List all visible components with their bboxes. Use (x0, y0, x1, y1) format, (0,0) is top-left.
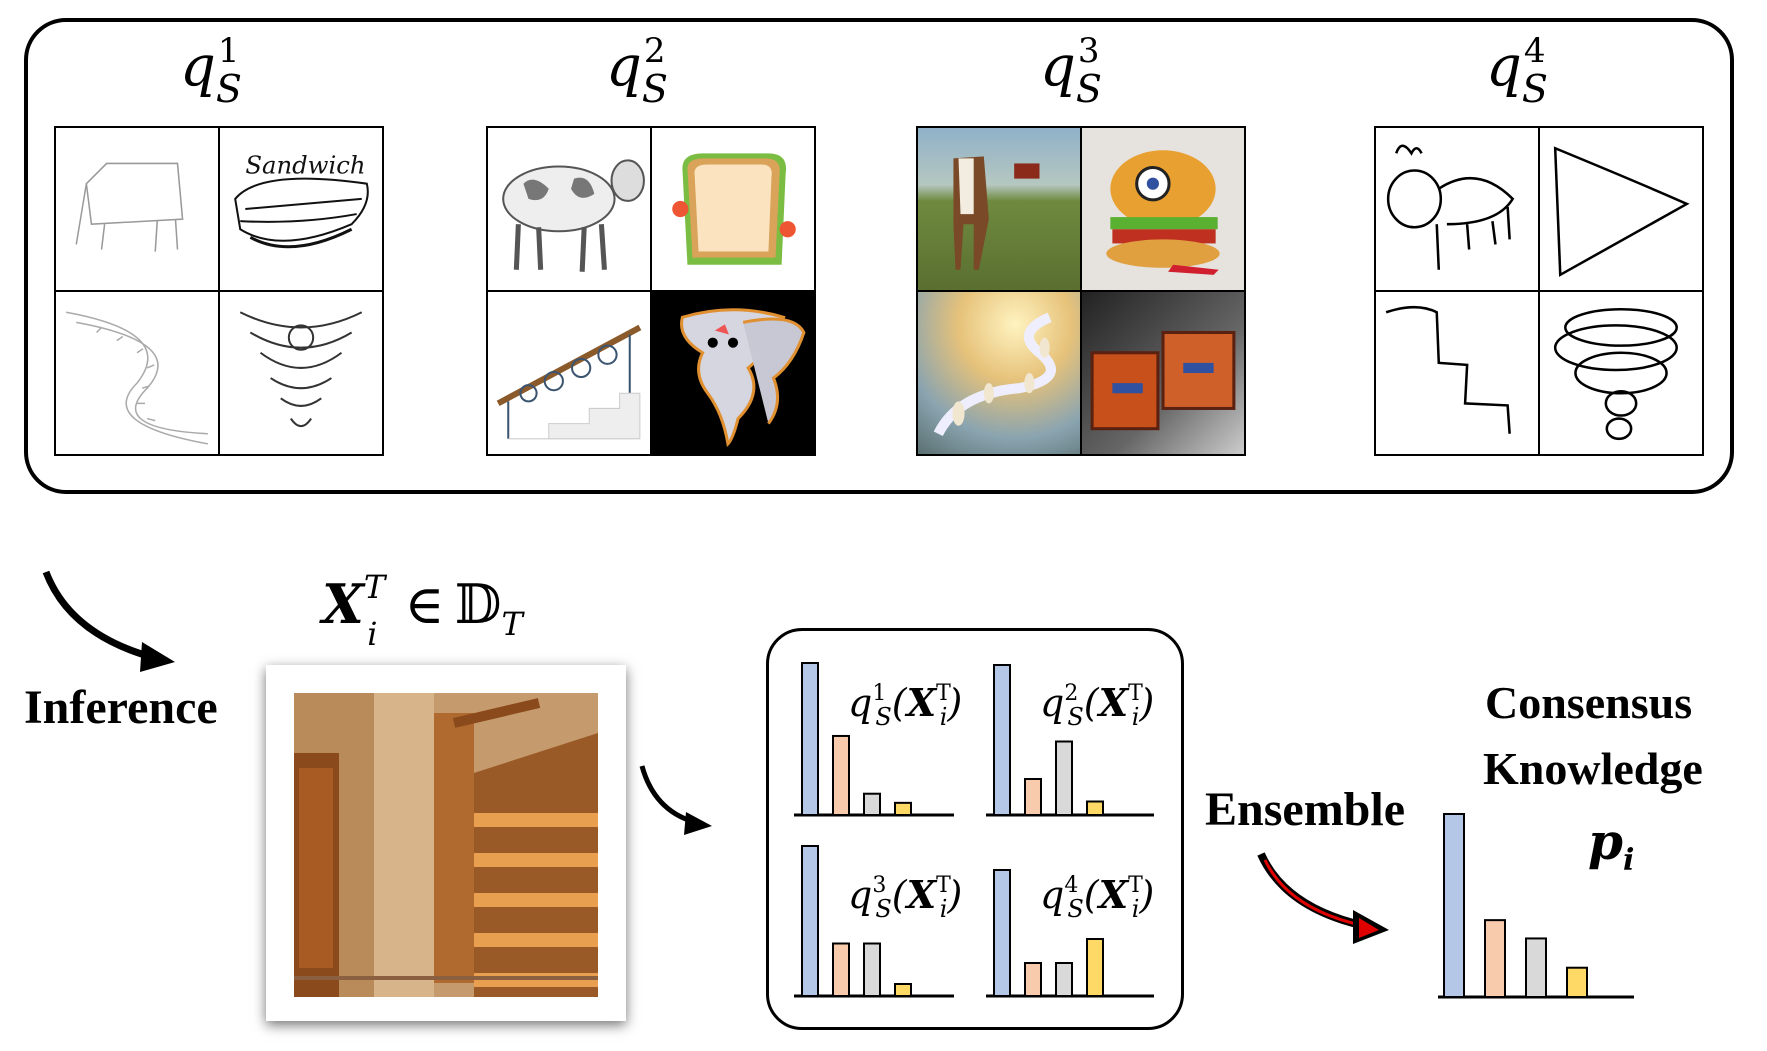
chart-1-bar-4 (894, 801, 912, 817)
chart-4-bar-1 (993, 869, 1011, 997)
chart-1-bar-3 (863, 792, 881, 816)
source-grid-clipart (486, 126, 816, 456)
sketch-cow-image (56, 128, 218, 290)
chart-1-bar-1 (801, 662, 819, 816)
chart-1-bar-2 (832, 734, 850, 817)
quickdraw-tornado-image (1540, 292, 1702, 454)
prediction-label-4: q4S(XTi) (1040, 872, 1155, 923)
prediction-label-1: q1S(XTi) (848, 680, 963, 731)
target-stairs-photo (294, 693, 598, 997)
prediction-label-3: q3S(XTi) (848, 872, 963, 923)
chart-3-bar-2 (832, 942, 850, 997)
quickdraw-stairs-image (1376, 292, 1538, 454)
clipart-sandwich-image (652, 128, 814, 290)
source-label-4: qS4 (1486, 31, 1548, 111)
chart-3-bar-3 (863, 942, 881, 997)
painting-abstract-image (1082, 292, 1244, 454)
quickdraw-cow-image (1376, 128, 1538, 290)
chart-2-bar-1 (993, 664, 1011, 816)
clipart-cow-image (488, 128, 650, 290)
source-predictions-box (766, 628, 1184, 1030)
clipart-stairs-image (488, 292, 650, 454)
quickdraw-sandwich-image (1540, 128, 1702, 290)
target-sample-formula: XTi ∈ 𝔻T (322, 568, 523, 653)
chart-3-bar-4 (894, 983, 912, 997)
painting-cow-image (918, 128, 1080, 290)
source-label-2: qS2 (606, 31, 668, 111)
chart-5-bar-1 (1443, 813, 1465, 998)
chart-4-bar-2 (1024, 962, 1042, 997)
source-grid-sketch: Sandwich (54, 126, 384, 456)
target-photo-frame (266, 665, 626, 1021)
chart-2-bar-2 (1024, 778, 1042, 816)
consensus-label-line1: Consensus (1485, 677, 1693, 728)
chart-5-bar-3 (1525, 937, 1547, 999)
source-domains-box (24, 18, 1734, 494)
chart-5-bar-4 (1566, 966, 1588, 998)
chart-4-bar-3 (1055, 962, 1073, 997)
inference-label: Inference (24, 681, 218, 734)
painting-burger-image (1082, 128, 1244, 290)
prediction-label-2: q2S(XTi) (1040, 680, 1155, 731)
source-grid-painting (916, 126, 1246, 456)
sketch-sandwich-image: Sandwich (220, 128, 382, 290)
ensemble-arrow-icon (1257, 852, 1389, 944)
chart-2-bar-4 (1086, 800, 1104, 816)
chart-2-bar-3 (1055, 740, 1073, 816)
chart-3-bar-1 (801, 845, 819, 997)
chart-5-bar-2 (1484, 919, 1506, 999)
source-label-1: qS1 (180, 31, 242, 111)
sketch-stairs-image (56, 292, 218, 454)
prediction-arrow-icon (639, 765, 712, 835)
svg-text:Sandwich: Sandwich (245, 151, 365, 180)
consensus-symbol: pi (1588, 812, 1635, 878)
ensemble-label: Ensemble (1205, 783, 1406, 836)
chart-4-bar-4 (1086, 938, 1104, 997)
consensus-label-line2: Knowledge (1483, 743, 1703, 794)
sketch-tornado-image (220, 292, 382, 454)
inference-arrow-icon (42, 570, 175, 672)
painting-stairs-image (918, 292, 1080, 454)
source-label-3: qS3 (1040, 31, 1102, 111)
source-grid-quickdraw (1374, 126, 1704, 456)
clipart-tornado-image (652, 292, 814, 454)
